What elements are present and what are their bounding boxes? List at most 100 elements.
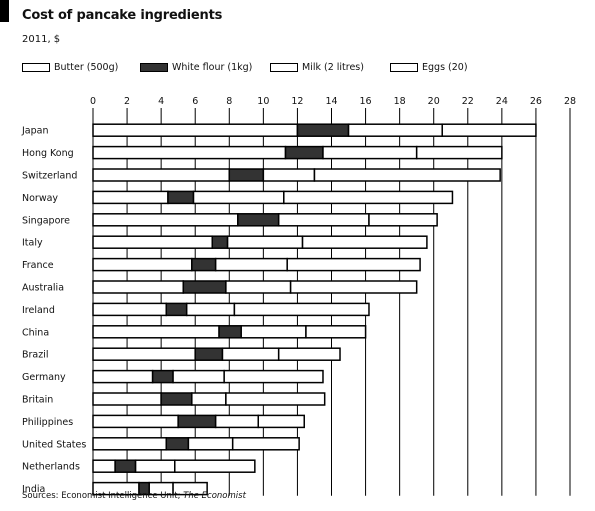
- category-label-india: India: [22, 484, 45, 495]
- bar-brazil-eggs-20: [277, 347, 341, 361]
- x-tick-label-10: 10: [257, 96, 269, 107]
- bar-britain-butter-500g: [92, 392, 162, 406]
- bar-italy-eggs-20: [301, 235, 428, 249]
- x-tick-label-8: 8: [226, 96, 232, 107]
- bar-united-states-milk-2-litres: [187, 437, 234, 451]
- chart-title: Cost of pancake ingredients: [22, 8, 223, 23]
- x-tick-label-6: 6: [192, 96, 198, 107]
- bar-switzerland-milk-2-litres: [262, 168, 316, 182]
- legend-label-butter: Butter (500g): [54, 62, 119, 73]
- bar-japan-white-flour-1kg: [296, 123, 350, 137]
- bar-italy-white-flour-1kg: [211, 235, 229, 249]
- bar-united-states-eggs-20: [231, 437, 300, 451]
- chart-subtitle: 2011, $: [22, 34, 61, 45]
- bar-singapore-eggs-20: [368, 213, 438, 227]
- bar-china-white-flour-1kg: [218, 325, 242, 339]
- source-note: Sources: Economist Intelligence Unit; Th…: [22, 491, 246, 501]
- bar-norway-white-flour-1kg: [167, 190, 195, 205]
- category-label-norway: Norway: [22, 193, 58, 204]
- legend-item-flour: White flour (1kg): [140, 62, 252, 73]
- source-publication: The Economist: [183, 491, 246, 501]
- bar-norway-eggs-20: [283, 190, 454, 205]
- x-tick-label-0: 0: [90, 96, 96, 107]
- bar-ireland-white-flour-1kg: [165, 302, 188, 317]
- bar-britain-white-flour-1kg: [160, 392, 193, 406]
- bar-japan-butter-500g: [92, 123, 299, 137]
- bar-philippines-eggs-20: [257, 414, 305, 429]
- bar-germany-butter-500g: [92, 369, 154, 384]
- bar-singapore-milk-2-litres: [277, 213, 370, 227]
- bar-switzerland-butter-500g: [92, 168, 231, 182]
- bar-switzerland-eggs-20: [313, 168, 501, 182]
- category-label-switzerland: Switzerland: [22, 171, 77, 182]
- legend-label-milk: Milk (2 litres): [302, 62, 364, 73]
- category-label-italy: Italy: [22, 238, 43, 249]
- x-tick-label-18: 18: [394, 96, 406, 107]
- category-label-hong-kong: Hong Kong: [22, 148, 74, 159]
- bar-philippines-milk-2-litres: [214, 414, 259, 429]
- bar-britain-milk-2-litres: [191, 392, 227, 406]
- bar-brazil-butter-500g: [92, 347, 196, 361]
- bar-japan-eggs-20: [441, 123, 537, 137]
- bar-germany-eggs-20: [223, 369, 324, 384]
- bar-australia-eggs-20: [289, 280, 418, 294]
- x-tick-label-2: 2: [124, 96, 130, 107]
- bar-hong-kong-milk-2-litres: [322, 145, 418, 160]
- bar-hong-kong-eggs-20: [415, 145, 503, 160]
- bar-switzerland-white-flour-1kg: [228, 168, 265, 182]
- legend-swatch-milk: [270, 63, 298, 72]
- bar-germany-milk-2-litres: [172, 369, 225, 384]
- bar-united-states-butter-500g: [92, 437, 168, 451]
- bar-india-eggs-20: [172, 481, 208, 496]
- bar-china-eggs-20: [305, 325, 367, 339]
- bar-netherlands-eggs-20: [174, 459, 256, 473]
- x-tick-label-20: 20: [428, 96, 440, 107]
- bar-britain-eggs-20: [225, 392, 326, 406]
- category-label-australia: Australia: [22, 283, 64, 294]
- bar-singapore-white-flour-1kg: [237, 213, 280, 227]
- category-label-brazil: Brazil: [22, 350, 49, 361]
- source-text: Sources: Economist Intelligence Unit;: [22, 491, 184, 501]
- bar-australia-milk-2-litres: [225, 280, 292, 294]
- bar-hong-kong-white-flour-1kg: [284, 145, 324, 160]
- bar-france-milk-2-litres: [214, 257, 288, 272]
- bar-france-butter-500g: [92, 257, 193, 272]
- bar-norway-butter-500g: [92, 190, 169, 205]
- bar-netherlands-milk-2-litres: [134, 459, 176, 473]
- bar-italy-milk-2-litres: [226, 235, 304, 249]
- category-label-ireland: Ireland: [22, 305, 55, 316]
- legend-label-eggs: Eggs (20): [422, 62, 468, 73]
- bar-australia-white-flour-1kg: [182, 280, 227, 294]
- bar-ireland-butter-500g: [92, 302, 168, 317]
- bar-brazil-milk-2-litres: [221, 347, 280, 361]
- x-tick-label-14: 14: [325, 96, 337, 107]
- bar-hong-kong-butter-500g: [92, 145, 287, 160]
- bar-philippines-white-flour-1kg: [177, 414, 217, 429]
- category-label-philippines: Philippines: [22, 417, 73, 428]
- legend-item-milk: Milk (2 litres): [270, 62, 364, 73]
- x-tick-label-12: 12: [291, 96, 303, 107]
- bar-australia-butter-500g: [92, 280, 185, 294]
- category-label-britain: Britain: [22, 395, 53, 406]
- bar-netherlands-white-flour-1kg: [114, 459, 137, 473]
- legend-item-eggs: Eggs (20): [390, 62, 468, 73]
- category-label-france: France: [22, 260, 54, 271]
- legend-swatch-flour: [140, 63, 168, 72]
- category-label-united-states: United States: [22, 439, 86, 450]
- accent-bar: [0, 0, 9, 22]
- x-tick-label-16: 16: [360, 96, 372, 107]
- bar-germany-white-flour-1kg: [151, 369, 174, 384]
- bar-france-eggs-20: [286, 257, 421, 272]
- category-label-germany: Germany: [22, 372, 66, 383]
- bar-brazil-white-flour-1kg: [194, 347, 224, 361]
- category-label-singapore: Singapore: [22, 215, 70, 226]
- legend-swatch-butter: [22, 63, 50, 72]
- bar-netherlands-butter-500g: [92, 459, 116, 473]
- legend-swatch-eggs: [390, 63, 418, 72]
- category-label-china: China: [22, 327, 49, 338]
- bar-united-states-white-flour-1kg: [165, 437, 190, 451]
- bar-philippines-butter-500g: [92, 414, 179, 429]
- legend-item-butter: Butter (500g): [22, 62, 118, 73]
- bar-ireland-eggs-20: [233, 302, 370, 317]
